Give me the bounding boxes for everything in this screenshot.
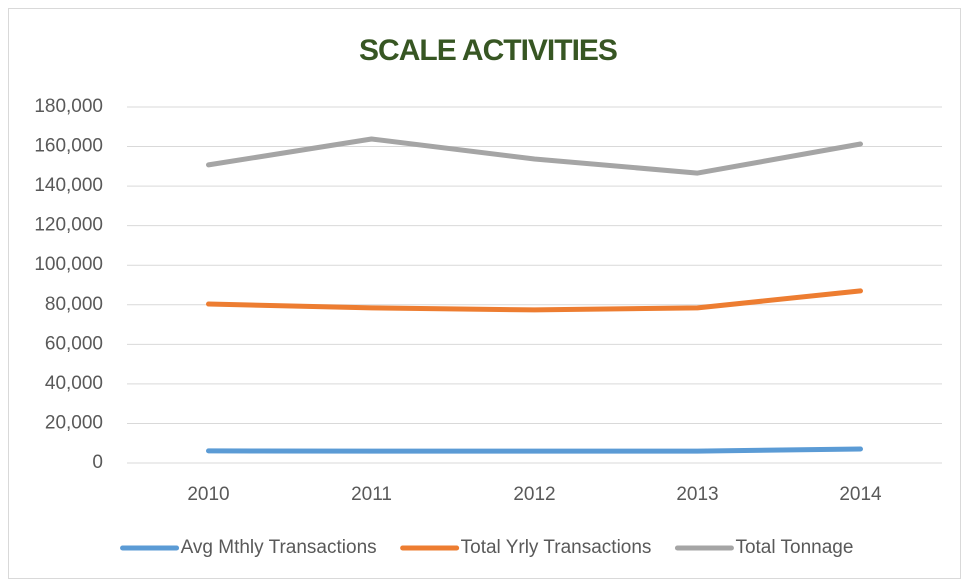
- y-tick-label: 60,000: [45, 333, 103, 354]
- y-tick-label: 80,000: [45, 294, 103, 315]
- legend-label: Total Tonnage: [735, 537, 853, 558]
- y-tick-label: 40,000: [45, 373, 103, 394]
- legend-label: Total Yrly Transactions: [461, 537, 652, 558]
- y-tick-label: 100,000: [34, 254, 103, 275]
- series-line: [206, 446, 863, 454]
- y-tick-label: 140,000: [34, 175, 103, 196]
- y-tick-label: 0: [92, 452, 103, 473]
- x-tick-label: 2014: [839, 484, 882, 505]
- y-tick-label: 120,000: [34, 215, 103, 236]
- chart-title: SCALE ACTIVITIES: [359, 34, 617, 67]
- chart-border: [8, 8, 961, 579]
- x-tick-label: 2011: [351, 484, 392, 505]
- x-tick-label: 2010: [187, 484, 229, 505]
- x-tick-label: 2012: [513, 484, 555, 505]
- legend-label: Avg Mthly Transactions: [181, 537, 377, 558]
- x-tick-label: 2013: [676, 484, 718, 505]
- y-tick-label: 160,000: [34, 136, 103, 157]
- series-line: [206, 288, 863, 313]
- y-tick-label: 180,000: [34, 96, 103, 117]
- series-line: [206, 136, 863, 176]
- y-tick-label: 20,000: [45, 412, 103, 433]
